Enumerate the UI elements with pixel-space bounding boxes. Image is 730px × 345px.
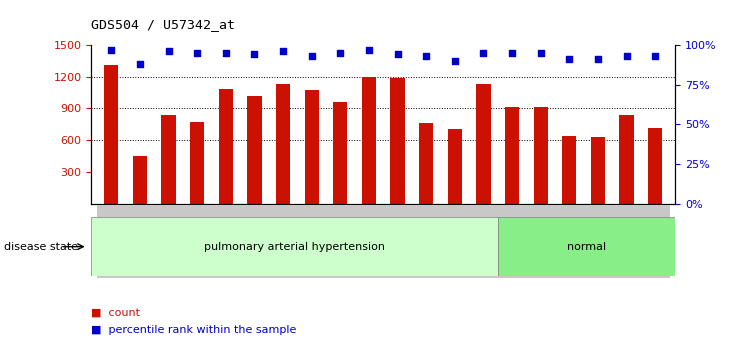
Point bbox=[449, 58, 461, 63]
Bar bbox=[219, 89, 233, 204]
Bar bbox=[91, 217, 498, 276]
Bar bbox=[469, 205, 498, 278]
Bar bbox=[154, 205, 182, 278]
Bar bbox=[240, 205, 269, 278]
Bar bbox=[526, 205, 555, 278]
Bar bbox=[620, 115, 634, 204]
Point bbox=[535, 50, 547, 56]
Bar bbox=[505, 107, 519, 204]
Bar bbox=[476, 84, 491, 204]
Bar bbox=[182, 205, 212, 278]
Bar bbox=[126, 205, 154, 278]
Bar bbox=[190, 122, 204, 204]
Point bbox=[191, 50, 203, 56]
Bar bbox=[391, 78, 404, 204]
Point bbox=[363, 47, 374, 52]
Point bbox=[650, 53, 661, 59]
Point bbox=[334, 50, 346, 56]
Bar bbox=[498, 205, 526, 278]
Point bbox=[420, 53, 432, 59]
Text: normal: normal bbox=[567, 242, 606, 252]
Bar bbox=[612, 205, 641, 278]
Text: ■  count: ■ count bbox=[91, 307, 140, 317]
Bar bbox=[212, 205, 240, 278]
Bar bbox=[333, 102, 347, 204]
Bar bbox=[104, 65, 118, 204]
Point bbox=[306, 53, 318, 59]
Bar bbox=[326, 205, 355, 278]
Bar bbox=[534, 107, 548, 204]
Text: pulmonary arterial hypertension: pulmonary arterial hypertension bbox=[204, 242, 385, 252]
Bar bbox=[97, 205, 126, 278]
Bar bbox=[297, 205, 326, 278]
Bar bbox=[383, 205, 412, 278]
Bar bbox=[447, 129, 462, 204]
Point bbox=[277, 48, 289, 54]
Point bbox=[477, 50, 489, 56]
Point bbox=[506, 50, 518, 56]
Bar bbox=[276, 84, 291, 204]
Bar bbox=[498, 217, 675, 276]
Bar bbox=[362, 77, 376, 204]
Text: ■  percentile rank within the sample: ■ percentile rank within the sample bbox=[91, 325, 296, 335]
Bar bbox=[555, 205, 584, 278]
Point bbox=[134, 61, 146, 67]
Bar bbox=[562, 136, 577, 204]
Point bbox=[620, 53, 632, 59]
Point bbox=[105, 47, 117, 52]
Bar bbox=[355, 205, 383, 278]
Bar bbox=[133, 156, 147, 204]
Bar bbox=[648, 128, 662, 204]
Bar bbox=[419, 123, 434, 204]
Bar bbox=[161, 115, 176, 204]
Bar bbox=[269, 205, 297, 278]
Point bbox=[163, 48, 174, 54]
Text: disease state: disease state bbox=[4, 242, 78, 252]
Point bbox=[249, 52, 261, 57]
Text: GDS504 / U57342_at: GDS504 / U57342_at bbox=[91, 18, 235, 31]
Bar bbox=[584, 205, 612, 278]
Point bbox=[564, 56, 575, 62]
Point bbox=[592, 56, 604, 62]
Bar bbox=[591, 137, 605, 204]
Bar bbox=[304, 90, 319, 204]
Bar bbox=[641, 205, 669, 278]
Point bbox=[392, 52, 404, 57]
Bar bbox=[440, 205, 469, 278]
Bar bbox=[412, 205, 440, 278]
Bar bbox=[247, 96, 261, 204]
Point bbox=[220, 50, 231, 56]
